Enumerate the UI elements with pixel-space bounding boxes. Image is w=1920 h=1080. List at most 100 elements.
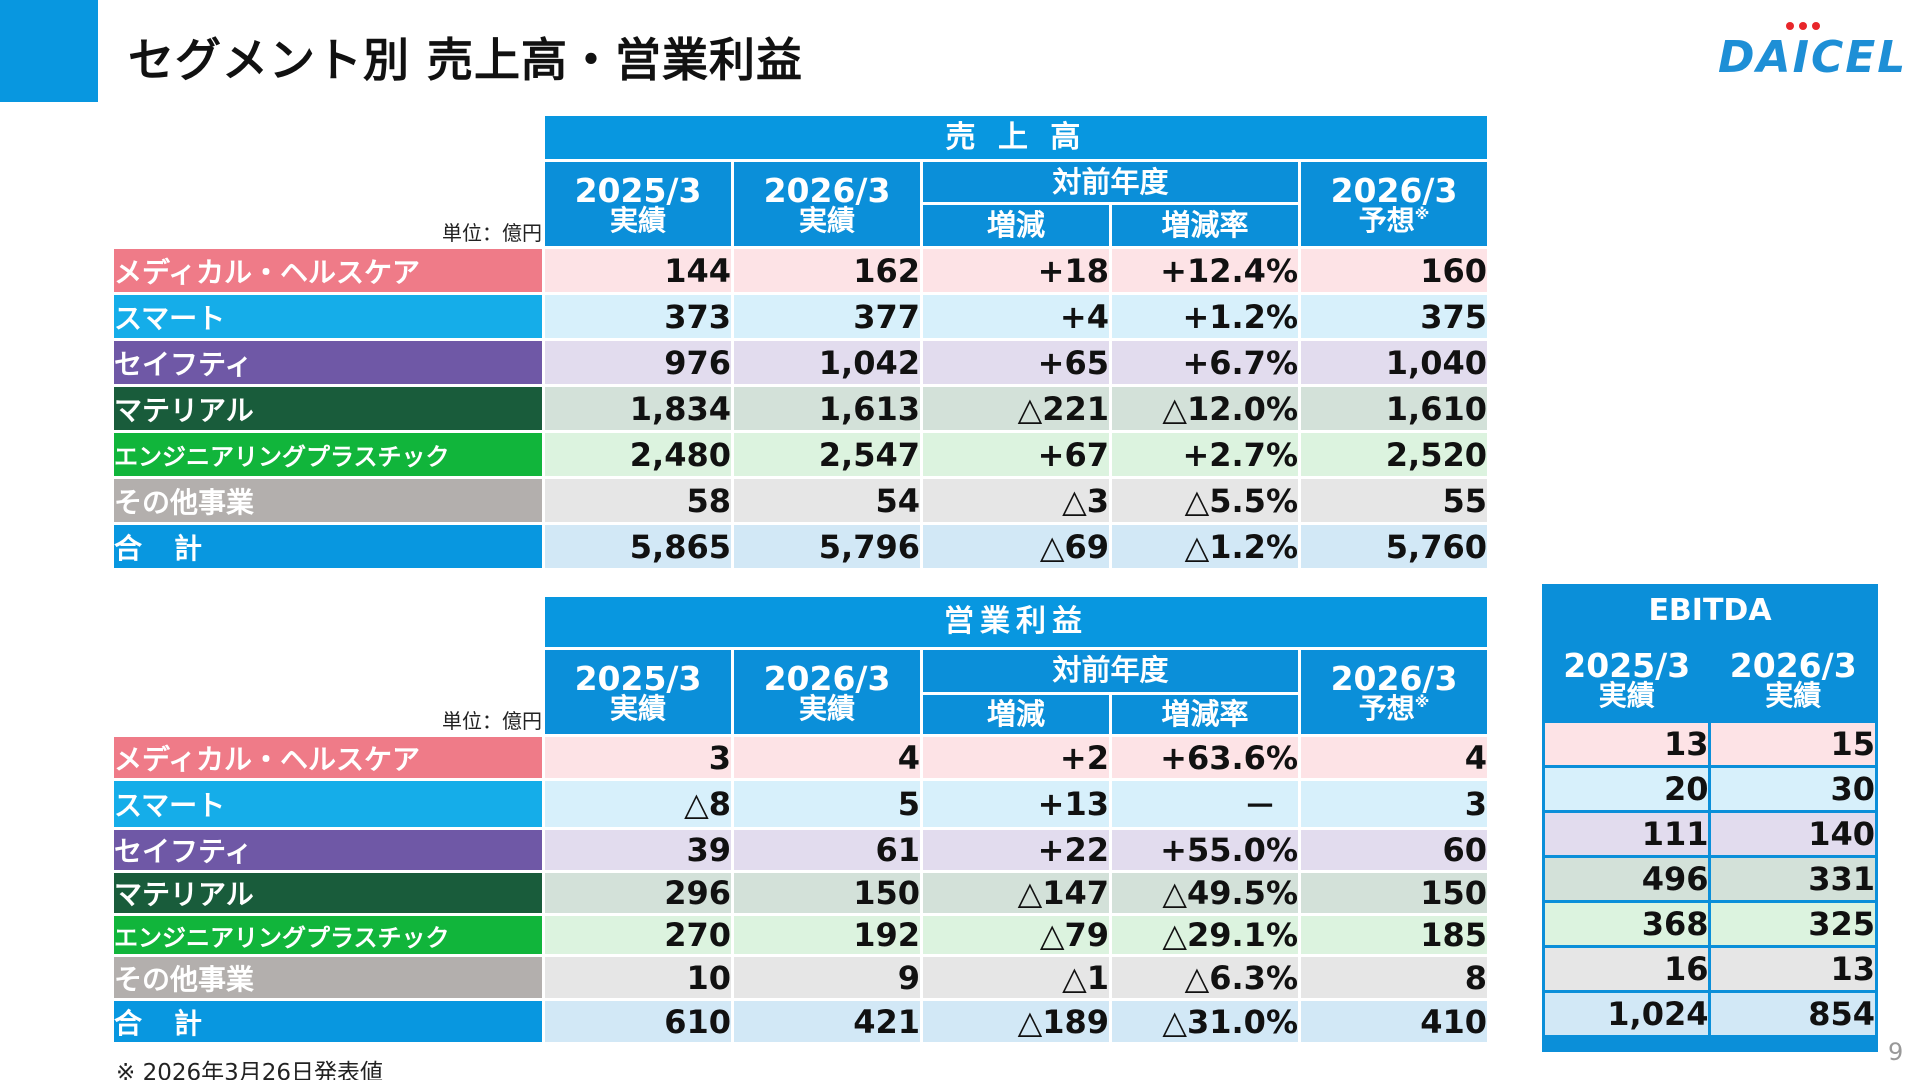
op-income-cell-a2026: 9 xyxy=(734,957,920,998)
sales-cell-rate: △1.2% xyxy=(1112,525,1298,568)
sales-cell-a2025: 58 xyxy=(545,479,731,522)
sales-cell-chg: △221 xyxy=(923,387,1109,430)
op-income-row: マテリアル 296 150 △147 △49.5% 150 xyxy=(114,873,1487,913)
op-income-cell-a2026: 150 xyxy=(734,873,920,913)
sales-col-yoy: 対前年度 xyxy=(923,162,1298,202)
ebitda-cell-a2026: 854 xyxy=(1711,993,1875,1035)
ebitda-col-2026-actual: 2026/3 実績 xyxy=(1711,638,1875,720)
sales-unit-label: 単位：億円 xyxy=(442,221,542,245)
op-income-cell-chg: +2 xyxy=(923,737,1109,778)
op-income-cell-f2026: 3 xyxy=(1301,781,1487,827)
ebitda-row: 496 331 xyxy=(1545,858,1875,900)
ebitda-cell-a2025: 16 xyxy=(1545,948,1709,990)
ebitda-row: 111 140 xyxy=(1545,813,1875,855)
sales-cell-f2026: 2,520 xyxy=(1301,433,1487,476)
sales-cell-rate: △5.5% xyxy=(1112,479,1298,522)
sales-cell-a2025: 1,834 xyxy=(545,387,731,430)
op-income-cell-rate: － xyxy=(1112,781,1298,827)
sales-row: マテリアル 1,834 1,613 △221 △12.0% 1,610 xyxy=(114,387,1487,430)
sales-cell-f2026: 1,610 xyxy=(1301,387,1487,430)
logo-dots xyxy=(1786,22,1820,30)
op-income-segment-label: エンジニアリングプラスチック xyxy=(114,916,542,954)
sales-cell-rate: +12.4% xyxy=(1112,249,1298,292)
sales-cell-rate: +1.2% xyxy=(1112,295,1298,338)
op-income-cell-chg: +13 xyxy=(923,781,1109,827)
op-income-cell-rate: △31.0% xyxy=(1112,1001,1298,1042)
op-income-cell-a2025: 10 xyxy=(545,957,731,998)
op-income-cell-chg: △79 xyxy=(923,916,1109,954)
sales-cell-a2025: 373 xyxy=(545,295,731,338)
sales-cell-f2026: 1,040 xyxy=(1301,341,1487,384)
ebitda-cell-a2025: 368 xyxy=(1545,903,1709,945)
sales-row: 合 計 5,865 5,796 △69 △1.2% 5,760 xyxy=(114,525,1487,568)
ebitda-row: 16 13 xyxy=(1545,948,1875,990)
sales-cell-a2026: 5,796 xyxy=(734,525,920,568)
sales-cell-chg: +18 xyxy=(923,249,1109,292)
sales-cell-rate: +6.7% xyxy=(1112,341,1298,384)
op-income-cell-f2026: 4 xyxy=(1301,737,1487,778)
sales-cell-a2025: 976 xyxy=(545,341,731,384)
sales-cell-chg: +65 xyxy=(923,341,1109,384)
sales-cell-chg: +4 xyxy=(923,295,1109,338)
op-income-cell-f2026: 60 xyxy=(1301,830,1487,870)
op-income-cell-a2026: 61 xyxy=(734,830,920,870)
op-col-change: 増減 xyxy=(923,694,1109,734)
op-col-2026-forecast: 2026/3 予想※ xyxy=(1301,650,1487,734)
ebitda-row: 368 325 xyxy=(1545,903,1875,945)
sales-col-change: 増減 xyxy=(923,205,1109,246)
op-income-table: 営業利益 単位：億円 2025/3 実績 2026/3 実績 対前年度 2026/3… xyxy=(111,594,1490,1045)
sales-table-title: 売 上 高 xyxy=(545,116,1487,159)
title-accent-bar xyxy=(0,0,98,102)
op-income-cell-a2025: 39 xyxy=(545,830,731,870)
sales-cell-f2026: 5,760 xyxy=(1301,525,1487,568)
op-income-cell-f2026: 8 xyxy=(1301,957,1487,998)
op-income-cell-a2026: 192 xyxy=(734,916,920,954)
op-income-segment-label: メディカル・ヘルスケア xyxy=(114,737,542,778)
sales-col-change-rate: 増減率 xyxy=(1112,205,1298,246)
sales-cell-a2026: 162 xyxy=(734,249,920,292)
ebitda-cell-a2025: 20 xyxy=(1545,768,1709,810)
op-income-cell-a2025: 610 xyxy=(545,1001,731,1042)
ebitda-title: EBITDA xyxy=(1545,587,1875,635)
op-income-cell-rate: △6.3% xyxy=(1112,957,1298,998)
sales-row: その他事業 58 54 △3 △5.5% 55 xyxy=(114,479,1487,522)
sales-cell-a2026: 1,042 xyxy=(734,341,920,384)
op-income-cell-chg: +22 xyxy=(923,830,1109,870)
sales-row: エンジニアリングプラスチック 2,480 2,547 +67 +2.7% 2,520 xyxy=(114,433,1487,476)
op-income-cell-a2025: 270 xyxy=(545,916,731,954)
op-income-cell-rate: △49.5% xyxy=(1112,873,1298,913)
op-income-cell-f2026: 185 xyxy=(1301,916,1487,954)
sales-segment-label: メディカル・ヘルスケア xyxy=(114,249,542,292)
sales-row: メディカル・ヘルスケア 144 162 +18 +12.4% 160 xyxy=(114,249,1487,292)
sales-table: 売 上 高 単位：億円 2025/3 実績 2026/3 実績 対前年度 2026/… xyxy=(111,113,1490,571)
sales-col-2026-forecast: 2026/3 予想※ xyxy=(1301,162,1487,246)
sales-cell-a2026: 54 xyxy=(734,479,920,522)
op-income-segment-label: マテリアル xyxy=(114,873,542,913)
footnote: ※ 2026年3月26日発表値 xyxy=(116,1060,384,1080)
op-income-cell-rate: △29.1% xyxy=(1112,916,1298,954)
sales-row: セイフティ 976 1,042 +65 +6.7% 1,040 xyxy=(114,341,1487,384)
sales-cell-a2025: 2,480 xyxy=(545,433,731,476)
sales-cell-a2026: 377 xyxy=(734,295,920,338)
op-col-change-rate: 増減率 xyxy=(1112,694,1298,734)
op-income-cell-a2026: 5 xyxy=(734,781,920,827)
op-income-row: 合 計 610 421 △189 △31.0% 410 xyxy=(114,1001,1487,1042)
op-col-2026-actual: 2026/3 実績 xyxy=(734,650,920,734)
ebitda-cell-a2025: 1,024 xyxy=(1545,993,1709,1035)
op-income-row: エンジニアリングプラスチック 270 192 △79 △29.1% 185 xyxy=(114,916,1487,954)
sales-col-2025-actual: 2025/3 実績 xyxy=(545,162,731,246)
op-income-table-title: 営業利益 xyxy=(545,597,1487,647)
sales-segment-label: その他事業 xyxy=(114,479,542,522)
op-income-cell-chg: △189 xyxy=(923,1001,1109,1042)
ebitda-cell-a2026: 15 xyxy=(1711,723,1875,765)
logo-text: DAICEL xyxy=(1718,32,1908,83)
op-income-segment-label: 合 計 xyxy=(114,1001,542,1042)
op-col-2025-actual: 2025/3 実績 xyxy=(545,650,731,734)
ebitda-cell-a2025: 496 xyxy=(1545,858,1709,900)
ebitda-cell-a2026: 140 xyxy=(1711,813,1875,855)
op-income-row: スマート △8 5 +13 － 3 xyxy=(114,781,1487,827)
ebitda-panel: EBITDA 2025/3 実績 2026/3 実績 13 15 20 30 111 140 4… xyxy=(1542,584,1878,1052)
ebitda-cell-a2025: 111 xyxy=(1545,813,1709,855)
sales-col-2026-actual: 2026/3 実績 xyxy=(734,162,920,246)
sales-cell-a2026: 1,613 xyxy=(734,387,920,430)
